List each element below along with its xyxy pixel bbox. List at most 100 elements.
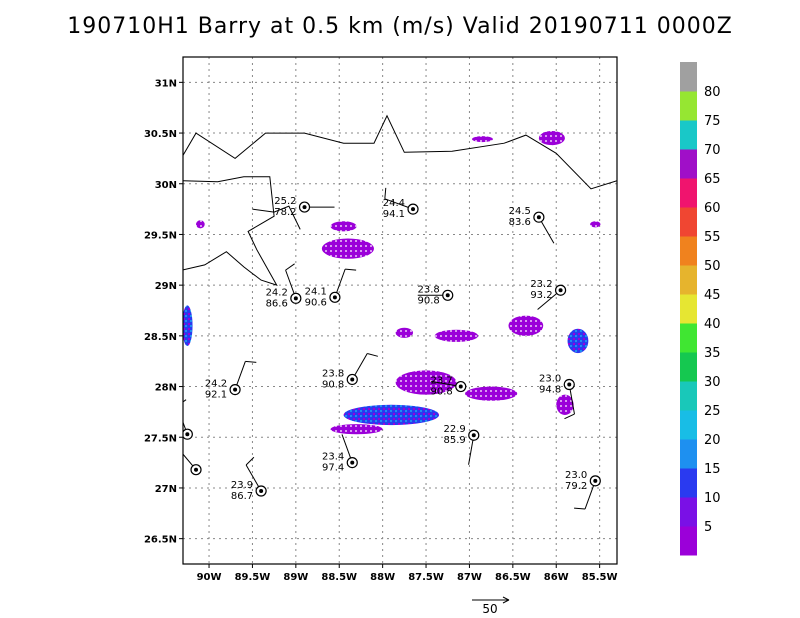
dropsonde-station: 23.790.8 [430,376,467,398]
plot-frame [182,56,618,565]
colorbar-label: 60 [704,201,721,216]
lat-tick-label: 27N [155,484,177,495]
station-dot-icon [536,215,541,220]
wind-field-patch [434,329,479,342]
station-value: 97.4 [322,463,344,474]
station-dot-icon [593,478,598,483]
lat-tick-label: 30.5N [144,129,177,140]
observation-layer: 25.278.224.494.1 24.583.624.286.624.190.6… [183,187,601,510]
dropsonde-station [183,399,193,440]
colorbar-swatch [680,323,697,353]
lat-tick-label: 29.5N [144,230,177,241]
colorbar-label: 25 [704,404,721,419]
dropsonde-station: 23.890.8 [322,352,379,390]
colorbar-label: 15 [704,462,721,477]
wind-field-patch [395,370,457,395]
lon-tick-label: 89.5W [235,572,271,583]
station-temperature: 24.2 [205,379,227,390]
reference-arrow-head [502,596,510,604]
lon-tick-label: 85.5W [582,572,618,583]
station-value: 94.8 [539,385,561,396]
lon-tick-label: 88W [370,572,395,583]
wind-barb-flag [574,507,586,510]
wind-field-patch [556,394,574,415]
colorbar-label: 40 [704,317,721,332]
station-value: 92.1 [205,390,227,401]
dropsonde-station: 25.278.2 [274,196,335,218]
dropsonde-station: 23.890.8 [417,284,454,306]
wind-field-patch [465,386,518,401]
station-dot-icon [558,288,563,293]
station-value: 90.8 [322,379,344,390]
wind-field-patch [590,221,601,228]
lat-tick-label: 29N [155,281,177,292]
wind-field-patch [508,315,544,336]
reference-vector-label: 50 [482,602,497,616]
station-temperature: 23.4 [322,452,344,463]
colorbar-swatch [680,207,697,237]
dropsonde-station: 23.986.7 [231,456,267,502]
station-dot-icon [332,295,337,300]
colorbar-label: 30 [704,375,721,390]
colorbar-swatch [680,468,697,498]
colorbar-swatch [680,497,697,527]
lon-tick-label: 89W [283,572,308,583]
station-value: 83.6 [509,217,531,228]
dropsonde-station: 24.190.6 [305,268,357,308]
station-dot-icon [350,460,355,465]
station-dot-icon [411,207,416,212]
station-dot-icon [259,488,264,493]
wind-field-patch [196,220,205,229]
longitude-axis: 90W 89.5W 89W 88.5W 88W 87.5W 87W 86.5W 86W 85.5W [197,564,618,583]
colorbar-label: 65 [704,172,721,187]
station-temperature: 24.2 [266,287,288,298]
dropsonde-station [183,453,202,476]
colorbar-label: 35 [704,346,721,361]
station-dot-icon [194,467,199,472]
station-value: 79.2 [565,481,587,492]
colorbar-swatch [680,265,697,295]
colorbar-swatch [680,178,697,208]
dropsonde-station: 24.292.1 [205,360,257,401]
station-dot-icon [350,377,355,382]
station-dot-icon [567,382,572,387]
wind-field-patch [567,328,589,354]
dropsonde-station: 23.094.8 [539,374,575,420]
wind-barb-flag [245,456,255,466]
wind-barb-flag [285,263,295,271]
station-dot-icon [185,432,190,437]
colorbar-swatch [680,120,697,150]
station-value: 78.2 [274,207,296,218]
latitude-axis: 31N 30.5N 30N 29.5N 29N 28.5N 28N 27.5N 27N 26.5N [144,78,183,546]
lat-tick-label: 26.5N [144,535,177,546]
station-temperature: 25.2 [274,196,296,207]
station-temperature: 23.0 [565,470,587,481]
wind-field-patch [321,238,374,259]
wind-field-layer [183,131,601,435]
lon-tick-label: 86W [544,572,569,583]
station-temperature: 23.9 [231,480,253,491]
station-temperature: 23.8 [322,368,344,379]
colorbar: 5 10 15 20 25 30 35 40 45 50 55 60 65 70 75 80 [680,62,721,556]
colorbar-label: 75 [704,114,721,129]
station-value: 90.8 [430,387,452,398]
colorbar-label: 55 [704,230,721,245]
coastline [183,114,617,190]
station-value: 90.8 [417,295,439,306]
wind-field-patch [183,305,193,346]
station-dot-icon [233,387,238,392]
colorbar-swatch [680,381,697,411]
lat-tick-label: 27.5N [144,433,177,444]
station-value: 90.6 [305,297,327,308]
lat-tick-label: 28N [155,383,177,394]
station-temperature: 24.5 [509,206,531,217]
coastline [183,176,278,286]
wind-barb-flag [245,360,257,363]
dropsonde-station: 23.497.4 [322,434,358,474]
lat-tick-label: 31N [155,78,177,89]
colorbar-label: 10 [704,491,721,506]
wind-field-patch [472,136,493,143]
dropsonde-station: 24.494.1 [383,187,419,220]
dropsonde-station: 23.293.2 [530,279,567,310]
